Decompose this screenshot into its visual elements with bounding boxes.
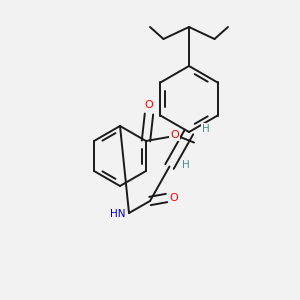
Text: H: H bbox=[202, 124, 209, 134]
Text: O: O bbox=[169, 193, 178, 203]
Text: H: H bbox=[182, 160, 190, 170]
Text: O: O bbox=[170, 130, 179, 140]
Text: O: O bbox=[145, 100, 153, 110]
Text: HN: HN bbox=[110, 209, 126, 220]
